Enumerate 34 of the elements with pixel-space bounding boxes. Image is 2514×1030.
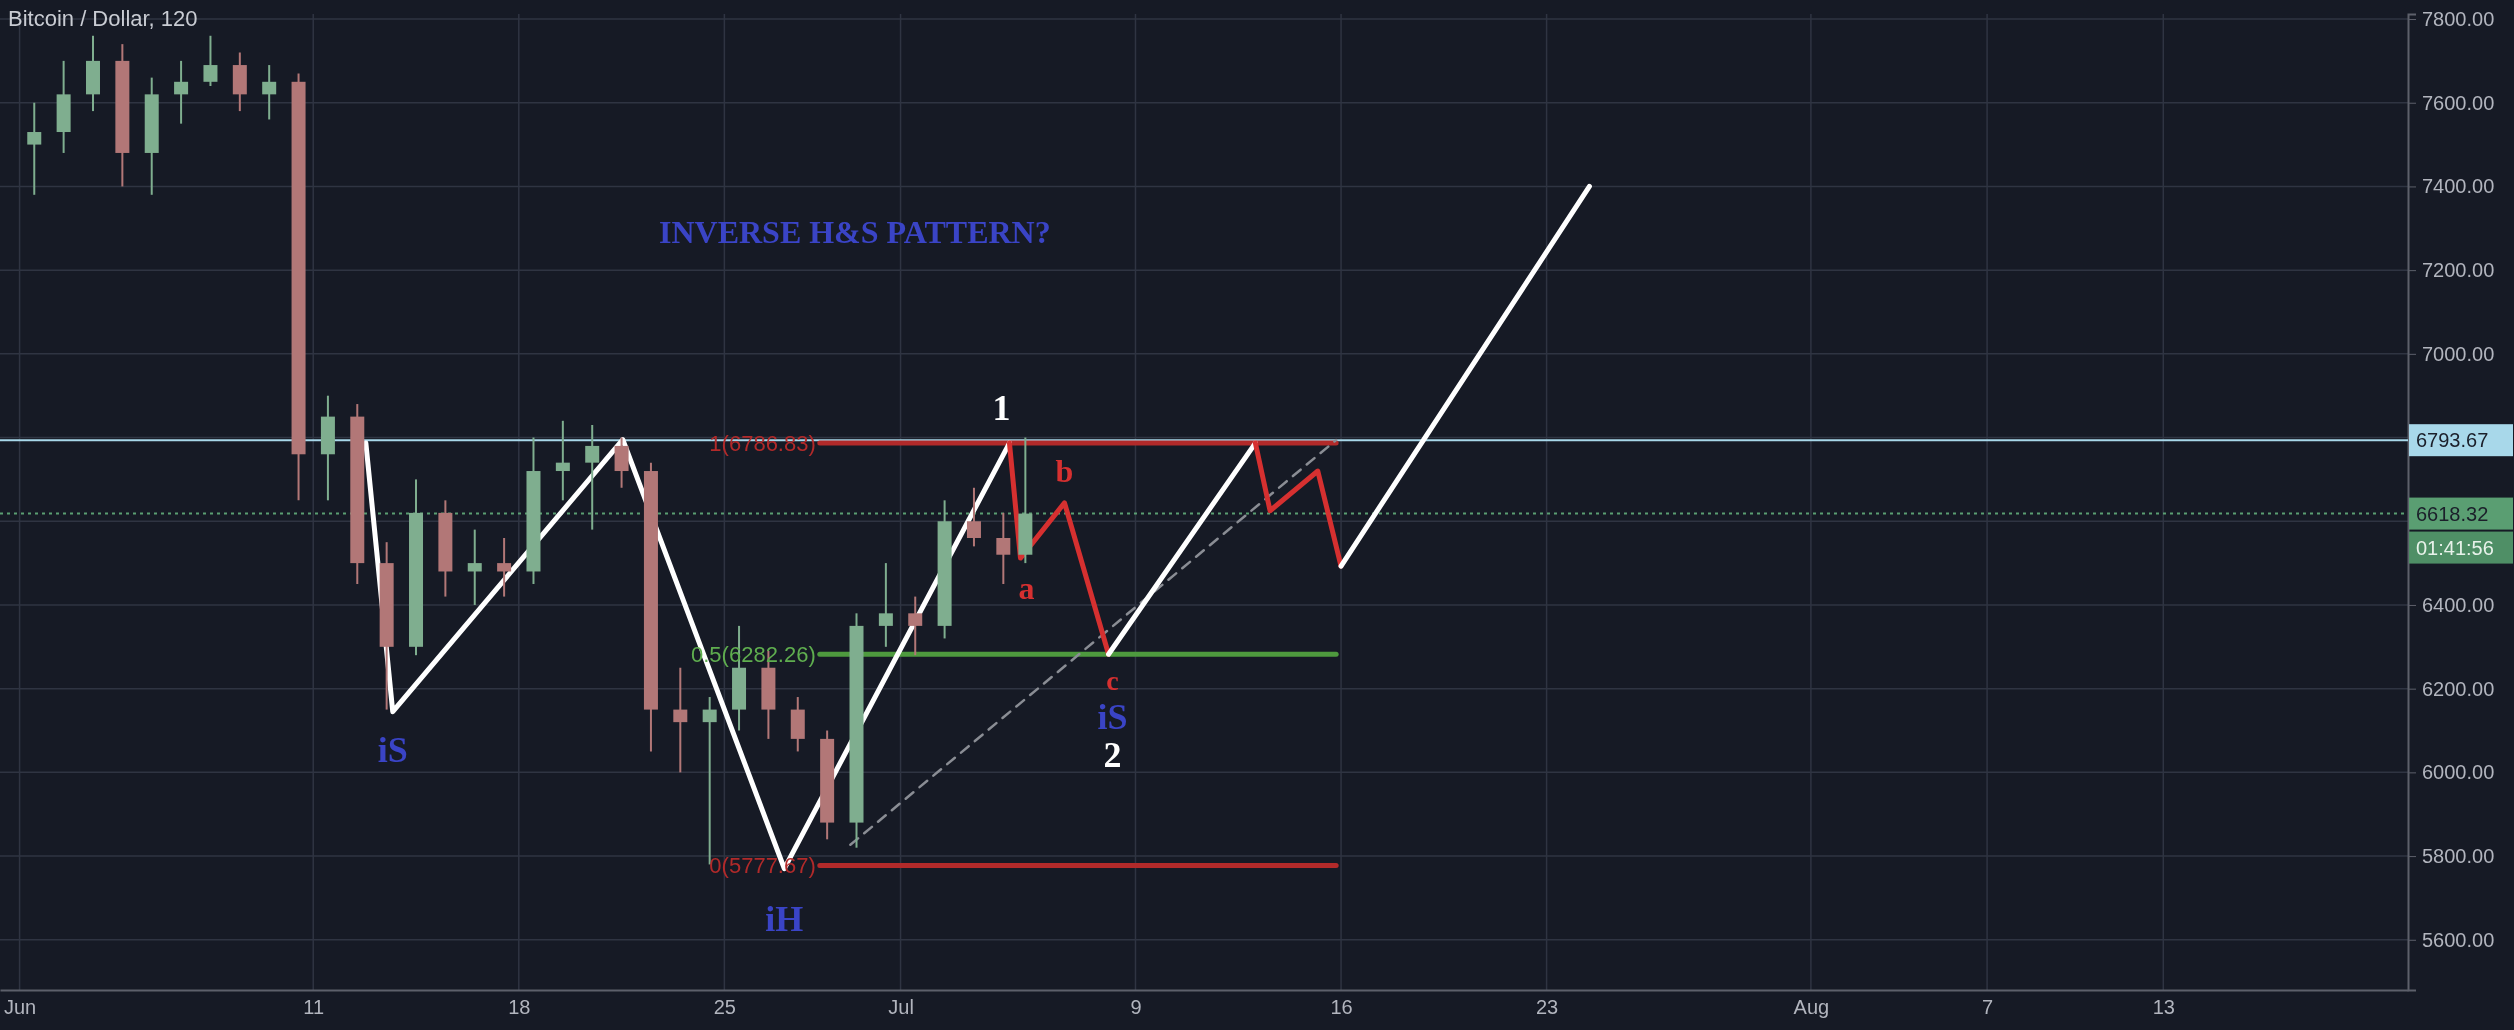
y-tick-label: 7800.00 — [2422, 7, 2495, 30]
y-tick-label: 6200.00 — [2422, 677, 2495, 700]
y-tick-label: 5600.00 — [2422, 928, 2495, 951]
x-tick-label: 18 — [508, 996, 531, 1019]
x-tick-label: 13 — [2152, 996, 2175, 1019]
annotation: iS — [1097, 696, 1128, 737]
x-tick-label: Aug — [1793, 996, 1830, 1019]
x-tick-label: Jul — [888, 996, 914, 1019]
chart-title: Bitcoin / Dollar, 120 — [8, 6, 198, 31]
annotation: iH — [765, 899, 804, 940]
ref-line-label: 6618.32 — [2416, 502, 2489, 525]
ref-line-label: 6793.67 — [2416, 429, 2489, 452]
annotation: b — [1055, 453, 1074, 490]
annotation: INVERSE H&S PATTERN? — [658, 214, 1051, 251]
y-tick-label: 7400.00 — [2422, 175, 2495, 198]
y-tick-label: 5800.00 — [2422, 844, 2495, 867]
x-tick-label: 11 — [303, 996, 325, 1019]
annotation: 1 — [992, 387, 1011, 428]
y-tick-label: 6400.00 — [2422, 593, 2495, 616]
y-tick-label: 7200.00 — [2422, 259, 2495, 282]
x-tick-label: 23 — [1535, 996, 1559, 1019]
x-tick-label: 9 — [1130, 996, 1142, 1019]
x-tick-label: 7 — [1982, 996, 1994, 1019]
x-tick-label: 16 — [1330, 996, 1353, 1019]
x-tick-label: Jun — [3, 996, 37, 1019]
y-tick-label: 6000.00 — [2422, 761, 2495, 784]
y-tick-label: 7000.00 — [2422, 342, 2495, 365]
annotation: iS — [377, 730, 408, 771]
y-tick-label: 7600.00 — [2422, 91, 2495, 114]
annotation: a — [1018, 570, 1035, 607]
text: 01:41:56 — [2416, 536, 2494, 559]
x-tick-label: 25 — [713, 996, 736, 1019]
annotation: 2 — [1103, 734, 1122, 775]
annotation: c — [1106, 665, 1119, 697]
